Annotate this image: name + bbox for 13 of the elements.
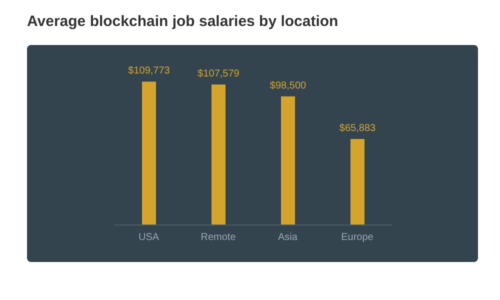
data-label: $109,773	[128, 66, 170, 77]
x-tick-label: USA	[138, 232, 160, 244]
x-tick-label: Europe	[341, 232, 374, 244]
x-tick-label: Asia	[278, 232, 298, 244]
bar	[142, 82, 156, 225]
data-label: $65,883	[339, 122, 376, 134]
bar	[281, 96, 295, 225]
data-label: $98,500	[270, 80, 307, 92]
bar	[212, 84, 226, 225]
data-label: $107,579	[198, 68, 240, 80]
chart-title: Average blockchain job salaries by location	[27, 13, 338, 30]
bar	[350, 138, 364, 225]
x-tick-label: Remote	[200, 232, 236, 244]
